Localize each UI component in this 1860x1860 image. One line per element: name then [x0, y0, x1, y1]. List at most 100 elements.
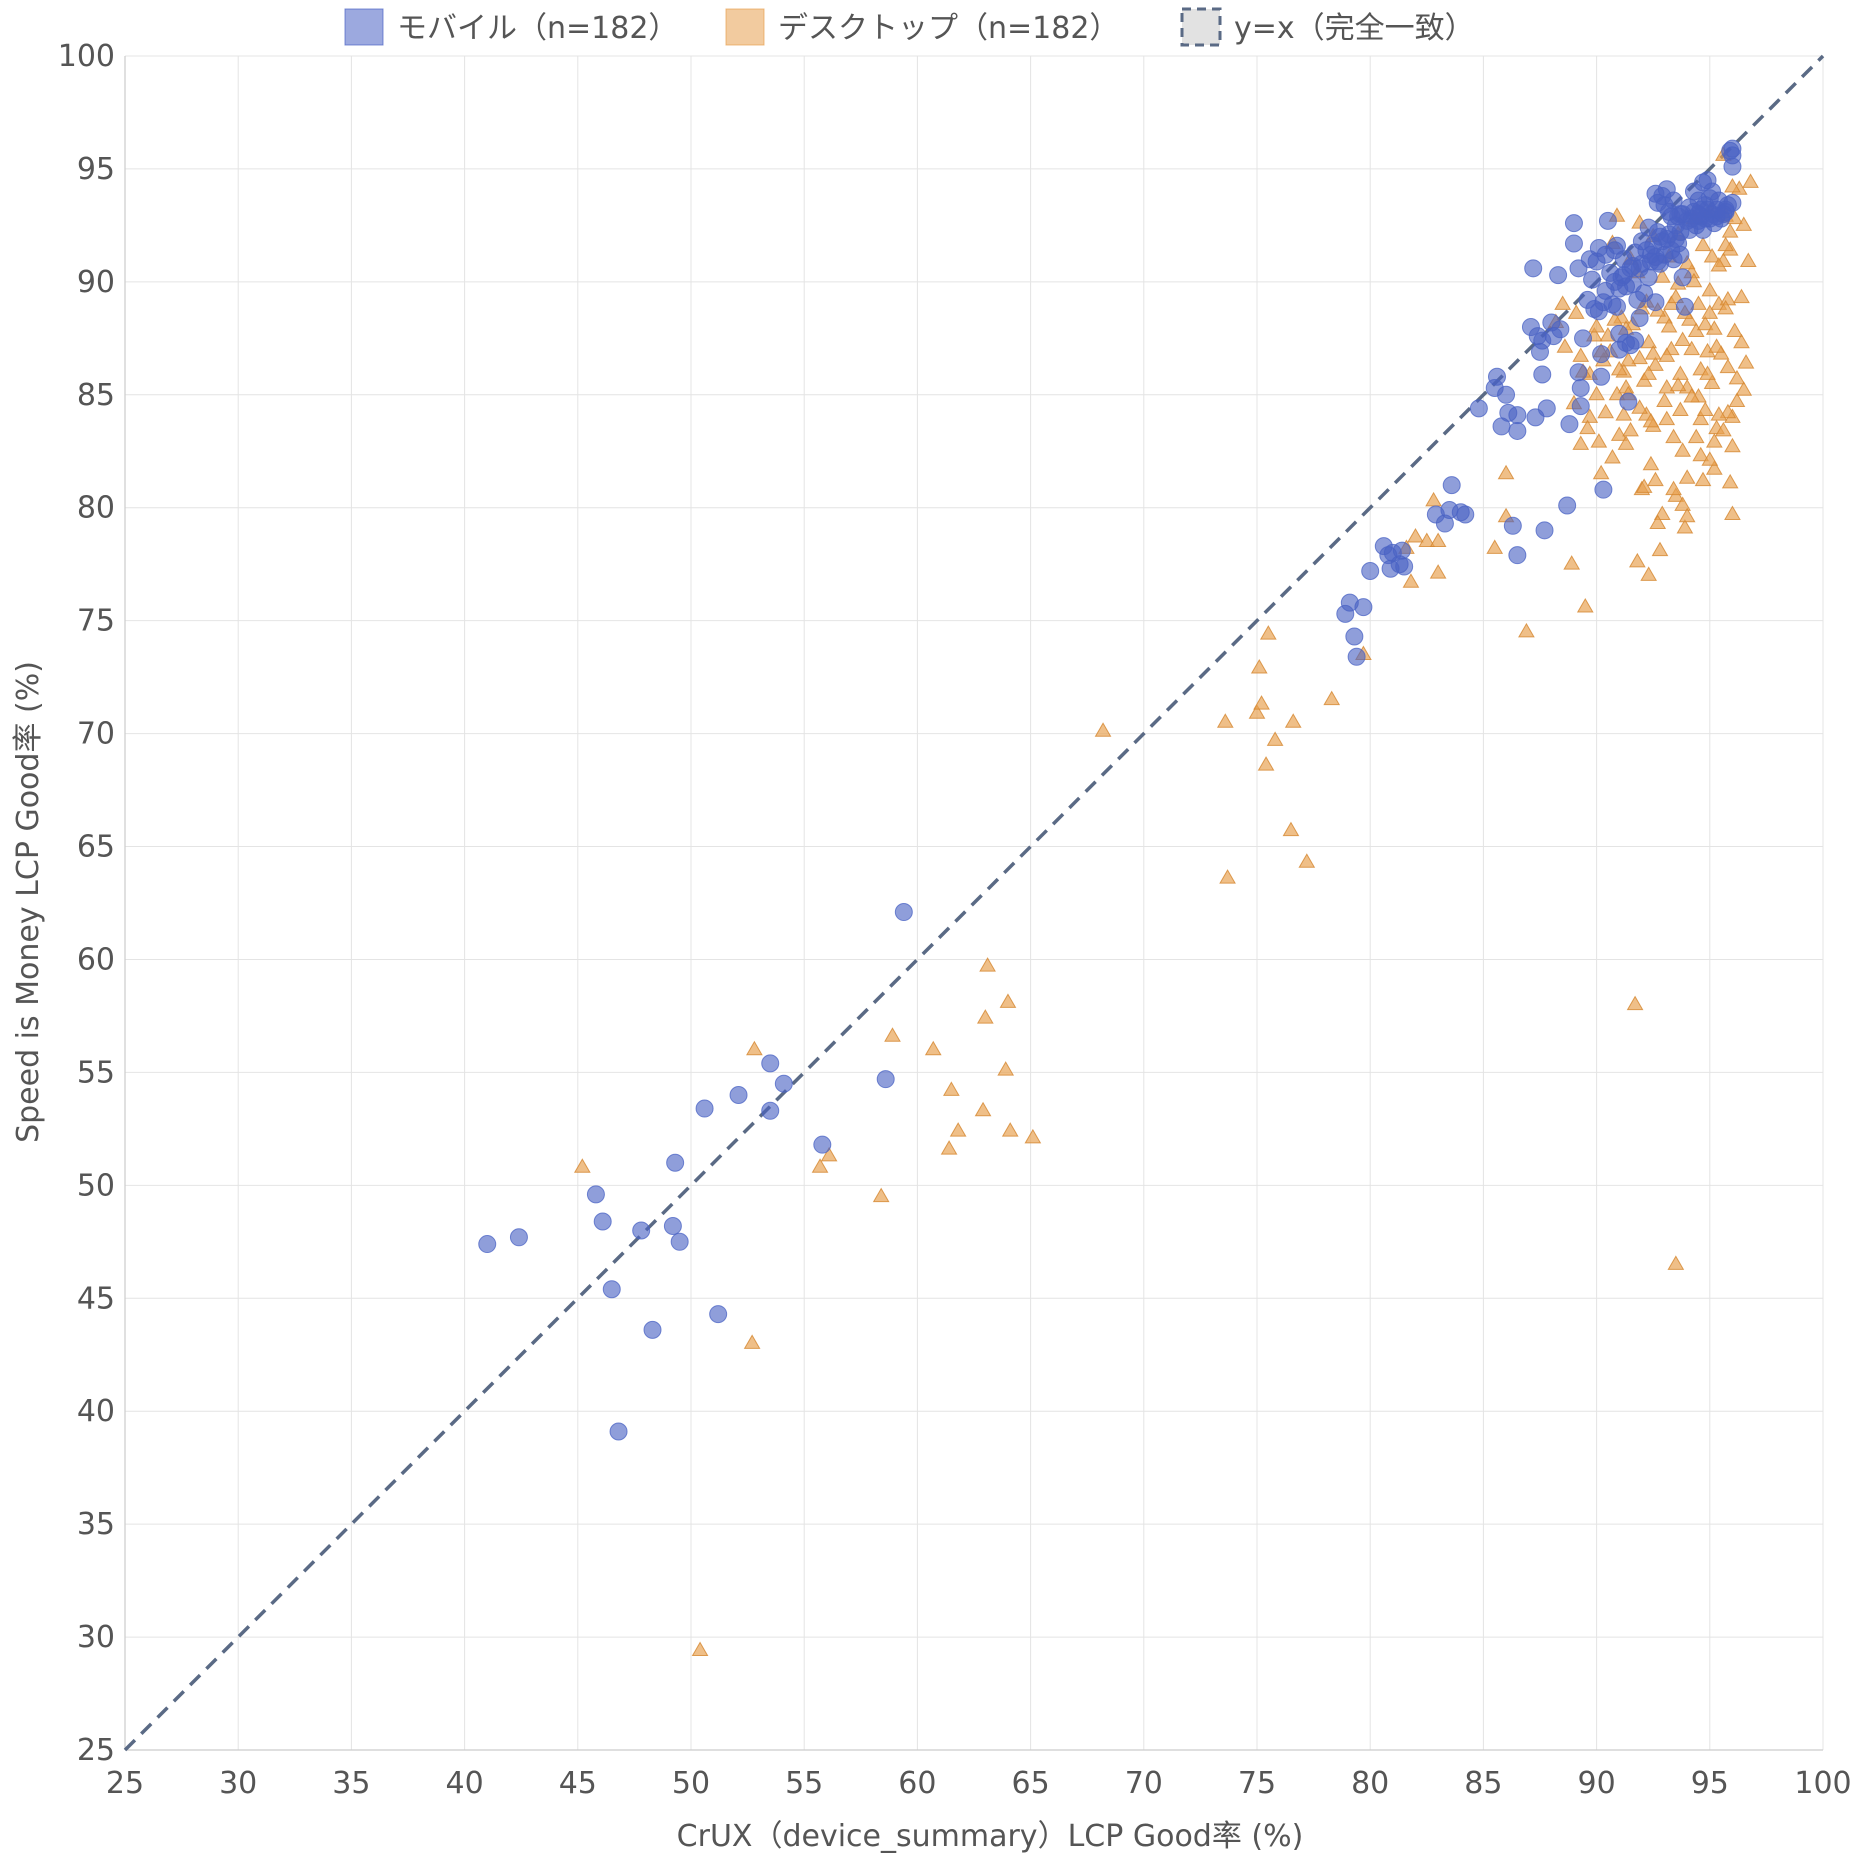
- mobile-point: [1630, 259, 1649, 278]
- mobile-point: [876, 1070, 895, 1089]
- desktop-point: [1705, 433, 1723, 448]
- mobile-point: [1442, 476, 1461, 495]
- mobile-point: [1535, 521, 1554, 540]
- desktop-point: [1653, 268, 1671, 283]
- desktop-point: [1719, 403, 1737, 419]
- desktop-point: [1690, 295, 1707, 310]
- desktop-point: [1640, 333, 1658, 349]
- desktop-point: [1556, 338, 1574, 353]
- mobile-point: [1626, 331, 1645, 350]
- desktop-point: [1001, 1122, 1019, 1137]
- mobile-point: [1673, 268, 1692, 287]
- tick-labels: 25 30 35 40 45 50 55 60 65 70 75 80 85 90 95 100 25 30 35 4…: [58, 39, 1852, 1801]
- desktop-point: [1563, 555, 1581, 570]
- mobile-point: [1456, 505, 1475, 524]
- desktop-point: [1692, 446, 1710, 462]
- desktop-point: [1581, 408, 1599, 423]
- legend-label: モバイル（n=182）: [397, 11, 678, 46]
- mobile-point: [1666, 229, 1685, 248]
- mobile-point: [1503, 516, 1522, 535]
- desktop-point: [872, 1187, 890, 1203]
- legend-item-reference: y=x（完全一致）: [1180, 7, 1475, 47]
- desktop-point: [1635, 478, 1653, 493]
- desktop-point: [1592, 464, 1610, 480]
- mobile-point: [1648, 223, 1667, 242]
- mobile-point: [1392, 541, 1411, 560]
- desktop-point: [1701, 281, 1719, 297]
- desktop-point: [1721, 223, 1739, 238]
- desktop-point: [1429, 564, 1447, 579]
- desktop-point: [1683, 340, 1701, 356]
- axes: [124, 56, 1823, 1751]
- y-tick-label: 80: [77, 491, 115, 526]
- desktop-point: [1407, 528, 1424, 543]
- mobile-point: [1508, 546, 1527, 565]
- mobile-point: [709, 1305, 728, 1324]
- x-tick-label: 40: [446, 1766, 484, 1801]
- x-tick-label: 60: [898, 1766, 936, 1801]
- desktop-point: [1721, 473, 1739, 489]
- desktop-point: [1622, 421, 1639, 437]
- desktop-point: [1719, 290, 1737, 306]
- desktop-point: [1644, 345, 1662, 360]
- desktop-point: [1728, 392, 1746, 408]
- reference-line-group: [123, 54, 1825, 1752]
- mobile-point: [695, 1099, 714, 1118]
- desktop-point: [820, 1146, 838, 1162]
- desktop-point: [1631, 349, 1648, 365]
- mobile-point: [632, 1221, 651, 1240]
- mobile-point: [1630, 309, 1649, 328]
- desktop-point: [1705, 460, 1723, 475]
- y-tick-label: 60: [77, 942, 115, 977]
- desktop-point: [940, 1140, 958, 1155]
- x-tick-label: 25: [106, 1766, 144, 1801]
- mobile-point: [1716, 202, 1735, 221]
- x-tick-label: 75: [1238, 1766, 1276, 1801]
- desktop-point: [1696, 315, 1714, 331]
- desktop-point: [942, 1081, 960, 1096]
- mobile-point: [813, 1135, 832, 1154]
- desktop-point: [1572, 435, 1590, 450]
- mobile-point: [1598, 211, 1617, 230]
- desktop-point: [1742, 173, 1759, 188]
- desktop-point: [1572, 347, 1590, 362]
- mobile-point: [729, 1085, 748, 1104]
- desktop-point: [1667, 288, 1685, 304]
- desktop-point: [1672, 401, 1689, 417]
- mobile-point: [894, 903, 913, 922]
- mobile-point: [1354, 598, 1373, 617]
- desktop-point: [743, 1334, 761, 1349]
- desktop-point: [1604, 448, 1621, 464]
- desktop-point: [1610, 360, 1628, 376]
- mobile-point: [1594, 480, 1613, 499]
- legend-label: デスクトップ（n=182）: [778, 11, 1119, 46]
- mobile-point: [1571, 397, 1590, 416]
- desktop-point: [1402, 573, 1420, 588]
- legend-label: y=x（完全一致）: [1234, 11, 1475, 46]
- x-tick-label: 45: [559, 1766, 597, 1801]
- desktop-point: [1724, 505, 1741, 520]
- desktop-point: [1518, 622, 1535, 638]
- desktop-point: [1735, 216, 1753, 231]
- desktop-point: [1642, 455, 1660, 471]
- desktop-point: [1615, 406, 1633, 421]
- desktop-point: [1708, 338, 1725, 353]
- desktop-point: [1640, 365, 1658, 380]
- x-axis-title: CrUX（device_summary）LCP Good率 (%): [677, 1819, 1304, 1854]
- mobile-point: [1508, 406, 1527, 425]
- legend-swatch: [1180, 7, 1222, 47]
- mobile-point: [1549, 266, 1568, 285]
- mobile-point: [1564, 234, 1583, 253]
- desktop-point: [1660, 317, 1678, 333]
- desktop-point: [1486, 539, 1504, 554]
- desktop-point: [1588, 385, 1605, 401]
- y-tick-label: 50: [77, 1168, 115, 1203]
- x-tick-label: 85: [1464, 1766, 1502, 1801]
- y-tick-label: 45: [77, 1281, 115, 1316]
- x-tick-label: 50: [672, 1766, 710, 1801]
- desktop-point: [1719, 358, 1737, 374]
- mobile-point: [1574, 329, 1593, 348]
- x-tick-label: 55: [785, 1766, 823, 1801]
- mobile-point: [1569, 363, 1588, 382]
